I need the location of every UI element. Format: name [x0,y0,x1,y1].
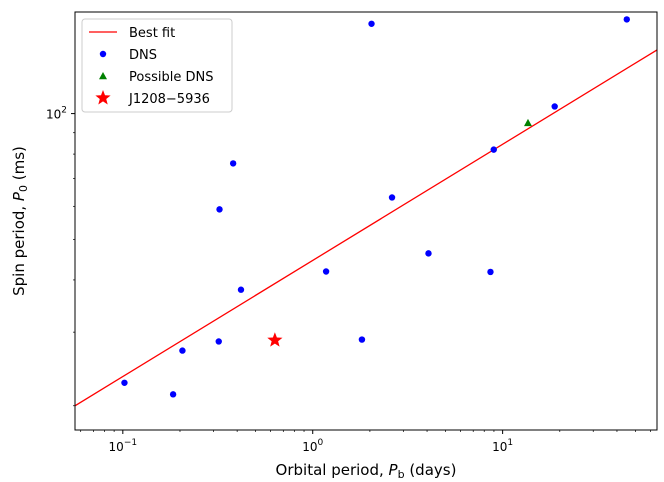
legend-box [81,18,233,113]
dns-point [121,379,128,386]
legend: Best fit DNS Possible DNS J1208−5936 [81,18,233,113]
legend-swatch-star [95,90,111,105]
j1208-point [267,332,283,347]
dns-point [237,286,245,293]
dns-point [215,338,222,345]
axis-ticks: 10−1 100 101 102 [46,106,651,454]
legend-swatch-triangle [99,72,107,80]
dns-point [358,336,366,343]
dns-point [487,268,494,276]
plot-area [74,11,658,431]
y-axis-label: Spin period, P0 (ms) [10,146,30,296]
legend-swatch-circle [99,50,107,58]
dns-point [229,160,237,167]
x-tick-label: 100 [302,438,323,454]
dns-point [388,194,396,201]
dns-point [425,250,432,257]
legend-label: Best fit [129,26,175,41]
possible-dns-point [523,118,532,127]
x-tick-label: 101 [492,438,513,454]
plot-frame [74,11,658,431]
dns-point [368,20,375,27]
best-fit-line [75,49,657,407]
legend-label: J1208−5936 [128,92,210,107]
x-axis-label: Orbital period, Pb (days) [276,461,457,481]
dns-point [216,206,223,213]
dns-point [490,146,497,153]
legend-label: Possible DNS [129,70,213,85]
data-marks [75,16,657,407]
dns-point [179,347,186,354]
dns-point [169,391,177,398]
legend-label: DNS [129,48,157,63]
dns-point [551,103,558,110]
x-tick-label: 10−1 [109,438,138,454]
y-tick-label: 102 [46,106,67,122]
dns-point [623,16,630,23]
dns-point [322,268,330,275]
